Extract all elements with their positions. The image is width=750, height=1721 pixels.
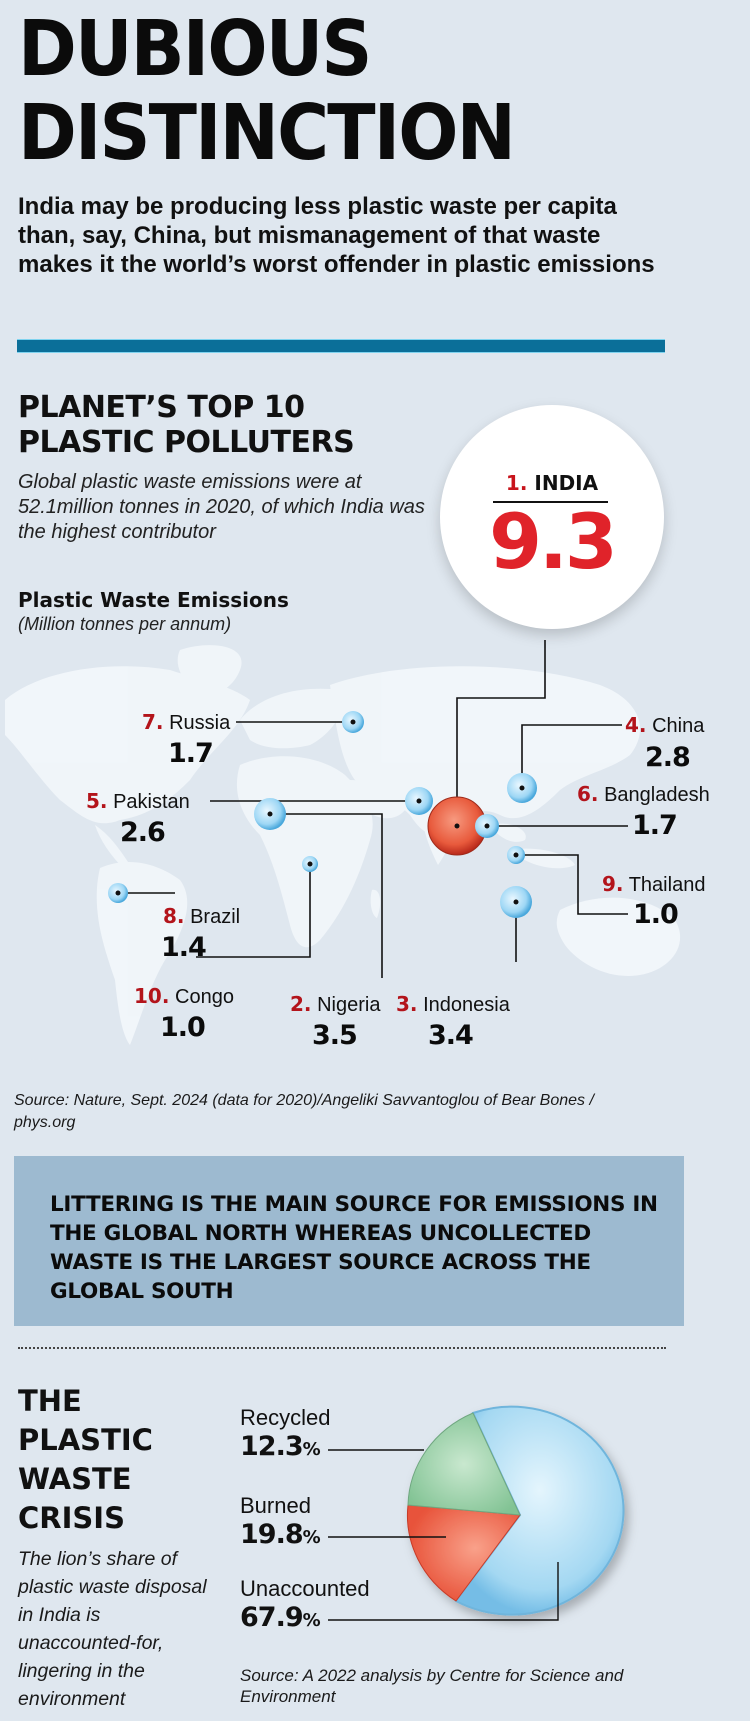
value-congo: 1.0: [160, 1012, 206, 1043]
label-congo: 10. Congo: [134, 984, 234, 1008]
pie-value-recycled: 12.3%: [240, 1431, 321, 1462]
india-name: INDIA: [534, 471, 599, 495]
crisis-title-line-2: PLASTIC: [18, 1423, 153, 1457]
section-title-crisis: THE PLASTIC WASTE CRISIS: [18, 1382, 153, 1538]
metric-unit: (Million tonnes per annum): [18, 614, 232, 634]
callout-box: LITTERING IS THE MAIN SOURCE FOR EMISSIO…: [14, 1156, 684, 1326]
dek: India may be producing less plastic wast…: [18, 193, 655, 278]
label-china: 4. China: [625, 713, 705, 737]
headline-line-2: DISTINCTION: [18, 89, 516, 178]
section-title-line-1: PLANET’S TOP 10: [18, 390, 305, 425]
section-title-line-2: PLASTIC POLLUTERS: [18, 425, 355, 460]
crisis-title-line-3: WASTE: [18, 1462, 132, 1496]
label-nigeria: 2. Nigeria: [290, 992, 381, 1016]
pie-label-recycled: Recycled: [240, 1405, 331, 1430]
section-subtitle: Global plastic waste emissions were at 5…: [18, 471, 425, 543]
india-rank: 1.: [505, 471, 528, 495]
value-pakistan: 2.6: [120, 817, 166, 848]
leader-lines: [118, 640, 628, 978]
metric-title: Plastic Waste Emissions: [18, 588, 289, 612]
pie-slice-recycled: [407, 1412, 521, 1516]
value-thailand: 1.0: [633, 899, 679, 930]
label-bangladesh: 6. Bangladesh: [577, 782, 710, 806]
source-note-map: Source: Nature, Sept. 2024 (data for 202…: [14, 1092, 594, 1131]
section-title-polluters: PLANET’S TOP 10 PLASTIC POLLUTERS: [18, 390, 355, 460]
callout-text: LITTERING IS THE MAIN SOURCE FOR EMISSIO…: [50, 1192, 658, 1304]
crisis-title-line-1: THE: [18, 1384, 82, 1418]
crisis-title-line-4: CRISIS: [18, 1501, 125, 1535]
india-label: 1. INDIA: [440, 471, 664, 495]
pie-value-burned: 19.8%: [240, 1519, 321, 1550]
headline: DUBIOUS DISTINCTION: [18, 5, 516, 178]
source-note-pie: Source: A 2022 analysis by Centre for Sc…: [240, 1666, 624, 1706]
headline-line-1: DUBIOUS: [18, 5, 372, 94]
value-indonesia: 3.4: [428, 1020, 474, 1051]
pie-label-burned: Burned: [240, 1493, 311, 1518]
india-highlight: 1. INDIA 9.3: [440, 405, 664, 629]
pie-chart: [406, 1405, 625, 1616]
value-nigeria: 3.5: [312, 1020, 358, 1051]
label-russia: 7. Russia: [142, 710, 231, 734]
value-china: 2.8: [645, 742, 691, 773]
value-russia: 1.7: [168, 738, 214, 769]
india-value: 9.3: [489, 497, 618, 586]
label-pakistan: 5. Pakistan: [86, 789, 190, 813]
crisis-subtitle: The lion’s share of plastic waste dispos…: [18, 1548, 207, 1710]
value-bangladesh: 1.7: [632, 810, 678, 841]
india-underline: [493, 501, 608, 503]
divider-rule: [17, 339, 665, 353]
label-indonesia: 3. Indonesia: [396, 992, 510, 1016]
world-map: [5, 640, 681, 1045]
dotted-divider: [18, 1347, 666, 1349]
pie-label-unaccounted: Unaccounted: [240, 1576, 370, 1601]
pie-value-unaccounted: 67.9%: [240, 1602, 321, 1633]
value-brazil: 1.4: [161, 932, 207, 963]
label-thailand: 9. Thailand: [602, 872, 706, 896]
continents: [5, 645, 681, 1045]
label-brazil: 8. Brazil: [163, 904, 241, 928]
